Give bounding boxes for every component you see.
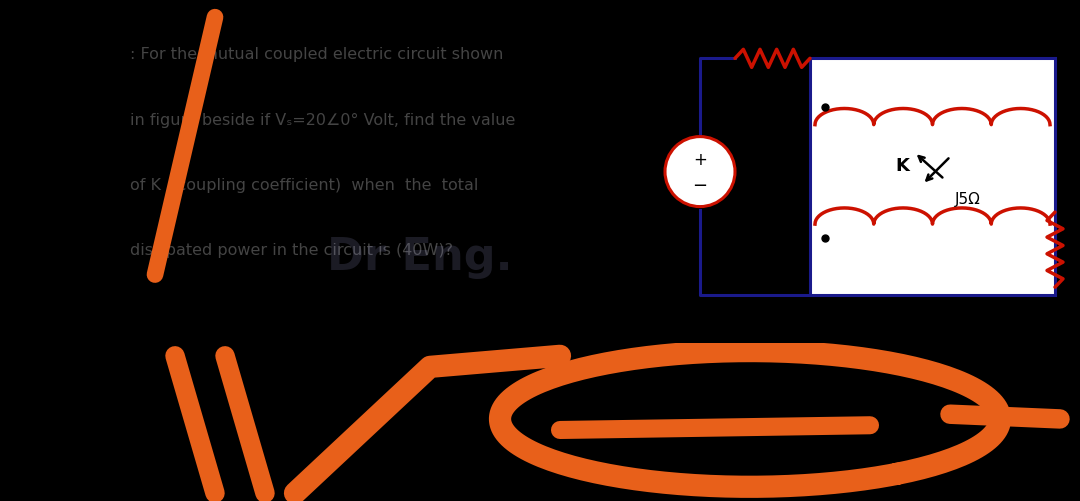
Text: in figure beside if Vₛ=20∠0° Volt, find the value: in figure beside if Vₛ=20∠0° Volt, find … <box>130 113 515 128</box>
Text: +: + <box>693 151 707 169</box>
Text: Vₛ: Vₛ <box>640 163 660 180</box>
Circle shape <box>665 137 735 206</box>
Text: : For the mutual coupled electric circuit shown: : For the mutual coupled electric circui… <box>130 48 503 63</box>
Text: J5Ω: J5Ω <box>955 192 981 207</box>
Bar <box>810 58 1055 295</box>
Text: −: − <box>692 176 707 194</box>
Text: dissipated power in the circuit is (40W)?: dissipated power in the circuit is (40W)… <box>130 243 453 258</box>
Text: 5Ω: 5Ω <box>761 30 783 45</box>
Text: of K  (coupling coefficient)  when  the  total: of K (coupling coefficient) when the tot… <box>130 178 478 193</box>
Text: Dr Eng.: Dr Eng. <box>327 236 513 279</box>
Text: J5Ω: J5Ω <box>919 30 945 45</box>
Text: K: K <box>895 157 909 175</box>
Text: 5Ω: 5Ω <box>1069 242 1080 257</box>
